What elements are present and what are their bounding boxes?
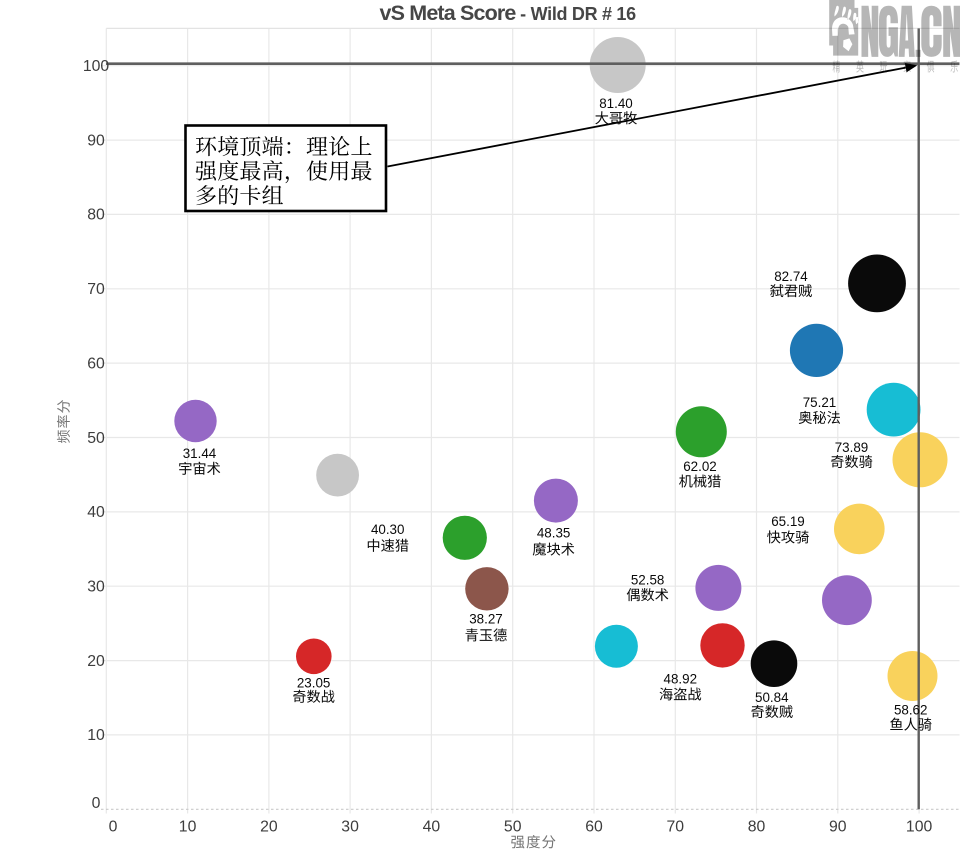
svg-text:73.89: 73.89 [835, 440, 869, 455]
svg-text:30: 30 [87, 579, 105, 596]
svg-text:70: 70 [667, 819, 685, 836]
svg-text:80: 80 [87, 207, 105, 224]
svg-text:40: 40 [87, 504, 105, 521]
svg-text:60: 60 [585, 819, 603, 836]
svg-text:48.92: 48.92 [664, 672, 698, 687]
svg-text:23.05: 23.05 [297, 675, 331, 690]
svg-text:100: 100 [906, 819, 933, 836]
svg-text:48.35: 48.35 [537, 526, 571, 541]
svg-text:81.40: 81.40 [599, 96, 633, 111]
svg-text:50: 50 [87, 430, 105, 447]
svg-text:62.02: 62.02 [683, 459, 717, 474]
svg-text:30: 30 [341, 819, 359, 836]
svg-text:65.19: 65.19 [771, 514, 805, 529]
svg-text:82.74: 82.74 [774, 269, 808, 284]
svg-text:0: 0 [109, 819, 118, 836]
svg-text:0: 0 [92, 795, 101, 812]
svg-text:20: 20 [260, 819, 278, 836]
svg-text:10: 10 [87, 727, 105, 744]
svg-text:70: 70 [87, 281, 105, 298]
svg-text:vS Meta Score - Wild DR # 16: vS Meta Score - Wild DR # 16 [380, 1, 637, 25]
svg-text:90: 90 [829, 819, 847, 836]
svg-text:31.44: 31.44 [183, 446, 217, 461]
svg-text:75.21: 75.21 [803, 395, 837, 410]
svg-text:20: 20 [87, 653, 105, 670]
svg-text:10: 10 [179, 819, 197, 836]
svg-text:50: 50 [504, 819, 522, 836]
svg-text:100: 100 [83, 58, 110, 75]
svg-text:52.58: 52.58 [631, 573, 665, 588]
svg-text:58.62: 58.62 [894, 703, 928, 718]
svg-text:60: 60 [87, 355, 105, 372]
svg-text:50.84: 50.84 [755, 690, 789, 705]
svg-text:80: 80 [748, 819, 766, 836]
svg-text:40: 40 [423, 819, 441, 836]
svg-text:90: 90 [87, 132, 105, 149]
svg-text:38.27: 38.27 [469, 612, 503, 627]
svg-text:40.30: 40.30 [371, 522, 405, 537]
